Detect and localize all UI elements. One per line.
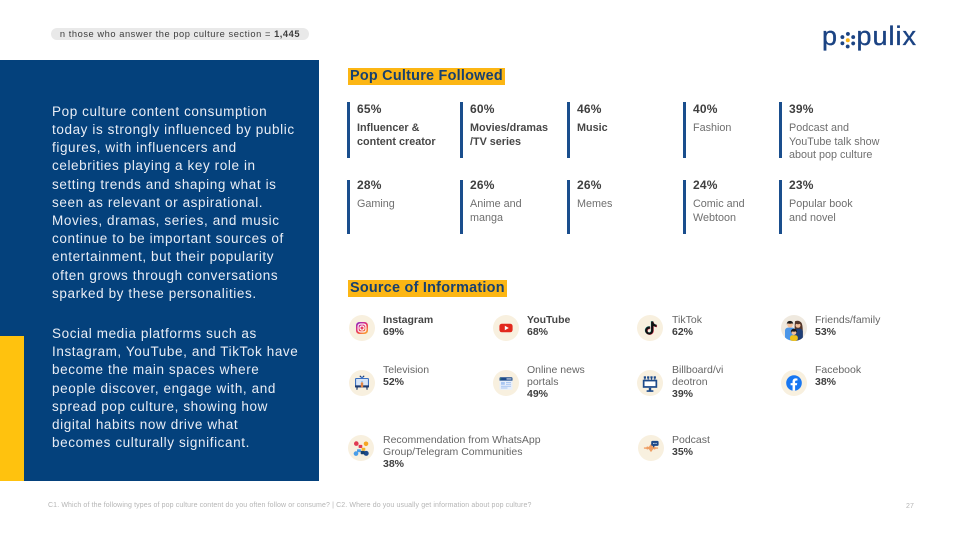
- svg-text:pulix: pulix: [857, 21, 918, 51]
- svg-text:p: p: [822, 21, 837, 51]
